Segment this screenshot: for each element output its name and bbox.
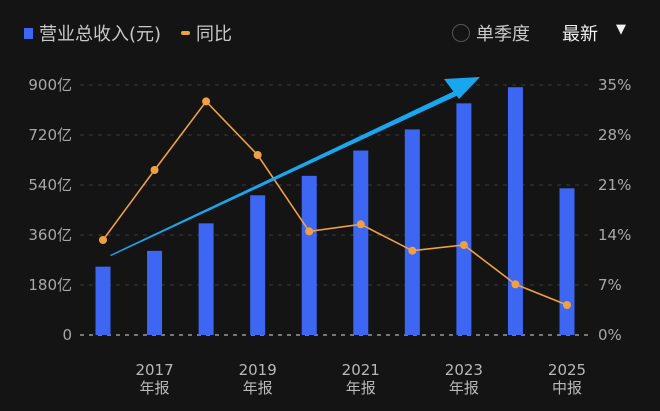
yoy-point bbox=[305, 227, 314, 236]
y-right-tick-label: 0% bbox=[598, 326, 622, 344]
x-tick-year: 2019 bbox=[239, 361, 277, 379]
caret-down-icon: ▼ bbox=[616, 21, 626, 37]
revenue-bar bbox=[507, 87, 523, 335]
x-tick-period: 中报 bbox=[552, 379, 582, 397]
yoy-point bbox=[408, 246, 417, 255]
legend: 营业总收入(元) 同比 bbox=[24, 20, 232, 46]
y-left-tick-label: 360亿 bbox=[28, 226, 72, 244]
y-left-tick-label: 900亿 bbox=[28, 76, 72, 94]
yoy-point bbox=[202, 97, 211, 106]
revenue-bar bbox=[301, 175, 317, 335]
x-tick-year: 2021 bbox=[342, 361, 380, 379]
revenue-legend-swatch bbox=[24, 27, 33, 39]
revenue-bar bbox=[250, 195, 266, 335]
yoy-point bbox=[356, 220, 365, 229]
y-left-tick-label: 540亿 bbox=[28, 176, 72, 194]
revenue-legend-label[interactable]: 营业总收入(元) bbox=[39, 24, 162, 45]
revenue-bar bbox=[198, 223, 214, 335]
y-right-tick-label: 35% bbox=[598, 76, 631, 94]
yoy-line bbox=[102, 100, 568, 306]
x-tick-year: 2017 bbox=[135, 361, 173, 379]
y-right-tick-label: 28% bbox=[598, 126, 631, 144]
y-right-tick-label: 7% bbox=[598, 276, 622, 294]
y-left-tick-label: 720亿 bbox=[28, 126, 72, 144]
trend-arrow-shaft bbox=[110, 86, 467, 256]
y-right-tick-label: 21% bbox=[598, 176, 631, 194]
yoy-legend-swatch bbox=[181, 31, 191, 35]
x-tick-year: 2025 bbox=[548, 361, 586, 379]
revenue-bar bbox=[147, 250, 163, 335]
revenue-bar bbox=[404, 129, 420, 335]
x-tick-year: 2023 bbox=[445, 361, 483, 379]
yoy-point bbox=[459, 241, 468, 249]
y-left-tick-label: 180亿 bbox=[28, 276, 72, 294]
yoy-point bbox=[253, 151, 262, 159]
y-right-tick-label: 14% bbox=[598, 226, 631, 244]
yoy-point bbox=[563, 301, 571, 309]
x-tick-period: 年报 bbox=[449, 379, 479, 397]
yoy-legend-label[interactable]: 同比 bbox=[196, 24, 233, 45]
revenue-bar bbox=[95, 266, 111, 335]
period-dropdown-label: 最新 bbox=[562, 24, 598, 45]
revenue-bar bbox=[353, 150, 369, 335]
revenue-bar bbox=[456, 103, 472, 335]
radio-circle-icon[interactable] bbox=[452, 24, 470, 42]
x-tick-period: 年报 bbox=[346, 379, 376, 397]
yoy-point bbox=[99, 236, 107, 244]
x-tick-period: 年报 bbox=[243, 379, 273, 397]
period-dropdown[interactable]: 最新 ▼ bbox=[562, 20, 626, 46]
y-left-tick-label: 0 bbox=[62, 326, 72, 344]
revenue-bar bbox=[559, 188, 575, 335]
trend-arrow-head-icon bbox=[444, 77, 480, 99]
quarterly-toggle[interactable]: 单季度 bbox=[452, 20, 530, 46]
yoy-point bbox=[150, 166, 159, 174]
x-tick-period: 年报 bbox=[140, 379, 170, 397]
yoy-point bbox=[511, 280, 520, 289]
quarterly-label: 单季度 bbox=[476, 24, 530, 45]
